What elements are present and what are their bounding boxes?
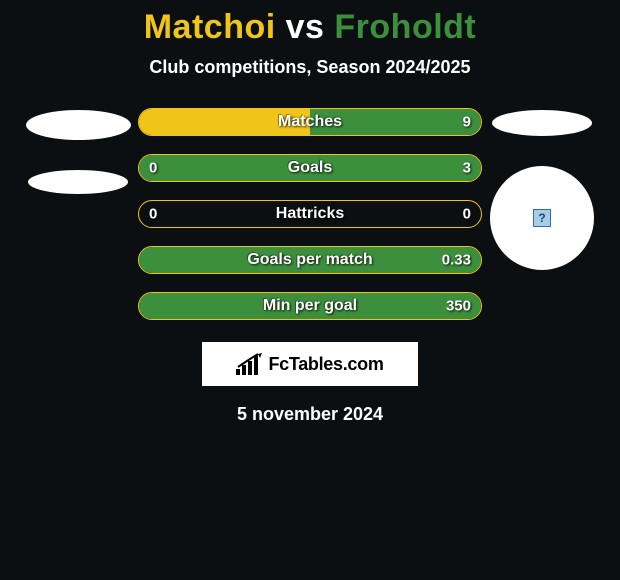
stat-label: Goals per match [247, 251, 372, 269]
stat-bars: Matches 9 Goals 0 3 Hattricks 0 0 Goals per matc… [138, 108, 482, 320]
stat-label: Goals [288, 159, 332, 177]
stat-bar: Hattricks 0 0 [138, 200, 482, 228]
player2-avatar-placeholder-top [492, 110, 592, 136]
title-separator: vs [286, 8, 335, 46]
unknown-badge-text: ? [538, 211, 545, 225]
stat-label: Matches [278, 113, 342, 131]
player2-name: Froholdt [334, 8, 476, 46]
stat-value-player2: 3 [463, 160, 471, 177]
stat-bar: Goals 0 3 [138, 154, 482, 182]
player1-avatar-placeholder-bottom [28, 170, 128, 194]
stat-label: Min per goal [263, 297, 357, 315]
signal-bars-icon [236, 353, 262, 375]
stat-bar: Matches 9 [138, 108, 482, 136]
date-line: 5 november 2024 [237, 404, 383, 425]
stat-bar: Goals per match 0.33 [138, 246, 482, 274]
page-title: Matchoi vs Froholdt [144, 8, 477, 47]
main-row: Matches 9 Goals 0 3 Hattricks 0 0 Goals per matc… [0, 108, 620, 320]
player2-avatar-col: ? [482, 108, 602, 270]
stat-bar: Min per goal 350 [138, 292, 482, 320]
stat-value-player1: 0 [149, 206, 157, 223]
brand-box: FcTables.com [202, 342, 418, 386]
stat-value-player1: 0 [149, 160, 157, 177]
brand-text: FcTables.com [268, 354, 383, 375]
comparison-card: Matchoi vs Froholdt Club competitions, S… [0, 0, 620, 425]
player1-name: Matchoi [144, 8, 276, 46]
stat-value-player2: 0 [463, 206, 471, 223]
stat-value-player2: 9 [463, 114, 471, 131]
title-block: Matchoi vs Froholdt Club competitions, S… [144, 8, 477, 78]
player1-avatar-placeholder-top [26, 110, 131, 140]
stat-value-player2: 350 [446, 298, 471, 315]
player2-badge-disc: ? [490, 166, 594, 270]
unknown-badge-icon: ? [533, 209, 551, 227]
stat-value-player2: 0.33 [442, 252, 471, 269]
stat-label: Hattricks [276, 205, 344, 223]
subtitle: Club competitions, Season 2024/2025 [144, 57, 477, 78]
player1-avatar-col [18, 108, 138, 194]
